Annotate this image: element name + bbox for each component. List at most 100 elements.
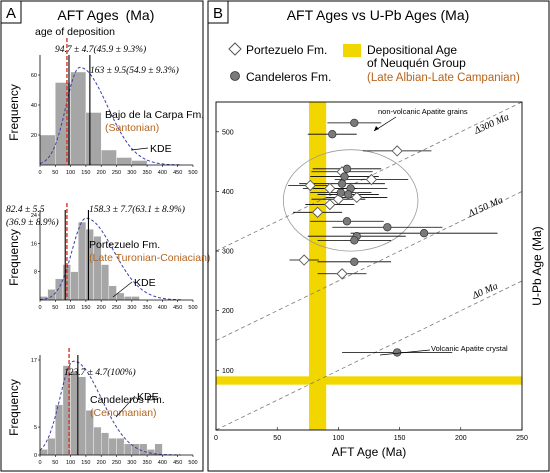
- plot-area: [216, 102, 522, 430]
- x-tick-label: 150: [81, 305, 90, 311]
- x-tick-label: 400: [158, 305, 167, 311]
- x-tick-label: 350: [143, 305, 152, 311]
- histogram-bar: [70, 71, 87, 166]
- data-point-candeleros: [350, 257, 359, 266]
- legend-portezuelo-label: Portezuelo Fm.: [246, 43, 327, 57]
- x-tick-label: 200: [97, 305, 106, 311]
- stage-label: (Cenomanian): [90, 407, 157, 419]
- histogram-bar: [123, 443, 133, 456]
- histogram-portezuelo: 0 50 100 150 200 250 300 350 400 450 500 8 16 24 Frequ…: [6, 203, 210, 311]
- deposition-label: age of deposition: [35, 26, 115, 38]
- peak-age-annotation: 158.3 ± 7.7(63.1 ± 8.9%): [89, 204, 185, 215]
- y-tick-label: 500: [222, 129, 234, 136]
- x-tick-label: 500: [188, 170, 197, 176]
- reference-line-label: Δ0 Ma: [470, 281, 500, 302]
- histogram-bar: [39, 134, 56, 166]
- histogram-bar: [116, 157, 133, 166]
- panel-b-letter-box: [207, 0, 229, 24]
- y-tick-label: 24: [31, 213, 37, 219]
- x-tick-label: 200: [455, 435, 467, 442]
- y-axis-label: Frequency: [7, 229, 21, 286]
- x-tick-label: 450: [173, 170, 182, 176]
- volcanic-leader: [379, 349, 431, 356]
- data-point-candeleros: [383, 223, 392, 232]
- reference-line: [216, 280, 522, 430]
- data-point-candeleros: [419, 229, 429, 238]
- kde-leader-line: [115, 395, 136, 418]
- x-tick-label: 350: [143, 460, 152, 466]
- formation-label: Bajo de la Carpa Fm.: [105, 109, 204, 121]
- formation-label: Portezuelo Fm.: [89, 239, 160, 251]
- nonvolcanic-arrowhead: [374, 126, 379, 131]
- x-tick-label: 0: [38, 170, 41, 176]
- data-point-portezuelo: [336, 268, 348, 280]
- histogram-bar: [78, 221, 87, 301]
- x-tick-label: 250: [516, 435, 528, 442]
- formation-label: Candeleros Fm.: [90, 394, 165, 406]
- data-point-candeleros: [337, 179, 347, 188]
- histogram-bar: [131, 296, 140, 301]
- histogram-bar: [78, 376, 87, 456]
- y-tick-label: 17: [31, 358, 37, 364]
- kde-leader-line: [130, 147, 149, 151]
- kde-curve: [39, 360, 181, 456]
- histogram-bar: [123, 296, 133, 301]
- y-tick-label: 400: [222, 189, 234, 196]
- histogram-bar: [70, 370, 79, 456]
- data-point-candeleros: [344, 190, 353, 199]
- x-tick-label: 400: [158, 170, 167, 176]
- histogram-bar: [100, 264, 110, 301]
- histogram-bajo-de-la-carpa: 0 50 100 150 200 250 300 350 400 450 500 20 40 60 Freq…: [7, 38, 204, 176]
- histogram-bar: [108, 285, 117, 301]
- x-tick-label: 250: [112, 305, 121, 311]
- y-tick-label: 200: [222, 308, 234, 315]
- reference-line: [216, 191, 522, 341]
- legend-candeleros-label: Candeleros Fm.: [246, 70, 331, 84]
- panel-a-letter: A: [6, 5, 16, 22]
- x-tick-label: 250: [112, 460, 121, 466]
- y-tick-label: 5: [34, 425, 37, 431]
- panel-b-title: AFT Ages vs U-Pb Ages (Ma): [287, 7, 470, 23]
- y-tick-label: 8: [34, 270, 37, 276]
- volcanic-label: Volcanic Apatite crystal: [431, 344, 508, 353]
- x-tick-label: 150: [81, 460, 90, 466]
- panel-b-frame: [207, 0, 550, 472]
- stage-label: (Santonian): [105, 122, 159, 134]
- data-point-candeleros: [328, 130, 337, 139]
- histogram-bar: [47, 438, 56, 456]
- x-tick-label: 200: [97, 170, 106, 176]
- x-tick-label: 100: [66, 460, 75, 466]
- kde-label: KDE: [134, 277, 156, 289]
- histogram-bar: [100, 149, 117, 166]
- peak-age-annotation: 163 ± 9.5(54.9 ± 9.3%): [90, 65, 179, 76]
- x-tick-label: 500: [188, 460, 197, 466]
- x-tick-label: 0: [38, 460, 41, 466]
- x-tick-label: 200: [97, 460, 106, 466]
- data-point-portezuelo: [324, 198, 336, 211]
- panel-a-title: AFT Ages: [57, 7, 118, 23]
- legend-diamond-marker: [228, 42, 242, 56]
- x-tick-label: 450: [173, 305, 182, 311]
- data-point-candeleros: [350, 236, 359, 245]
- x-tick-label: 0: [214, 435, 218, 442]
- kde-label: KDE: [150, 143, 172, 155]
- histogram-bar: [108, 438, 117, 456]
- peak-age-annotation: 94.7 ± 4.7(45.9 ± 9.3%): [55, 44, 146, 55]
- kde-label: KDE: [137, 391, 159, 403]
- nonvolcanic-label: non-volcanic Apatite grains: [378, 107, 468, 116]
- data-point-portezuelo: [298, 254, 310, 266]
- x-tick-label: 250: [112, 170, 121, 176]
- panel-a-title-unit: (Ma): [126, 7, 155, 23]
- histogram-bar: [139, 443, 148, 456]
- histogram-bar: [131, 160, 148, 166]
- data-point-portezuelo: [391, 145, 403, 157]
- legend: Portezuelo Fm. Candeleros Fm. Deposition…: [228, 42, 520, 84]
- panel-a-frame: [0, 0, 204, 472]
- data-point-portezuelo: [351, 191, 363, 204]
- stage-label: (Late Turonian-Coniacian): [89, 252, 210, 264]
- kde-leader-line: [112, 281, 133, 298]
- y-tick-label: 16: [31, 241, 37, 247]
- scatter-plot: 0 50 100 150 200 250 100 200 300 400 500 AFT Age (M…: [214, 101, 544, 459]
- reference-line-label: Δ300 Ma: [472, 112, 511, 137]
